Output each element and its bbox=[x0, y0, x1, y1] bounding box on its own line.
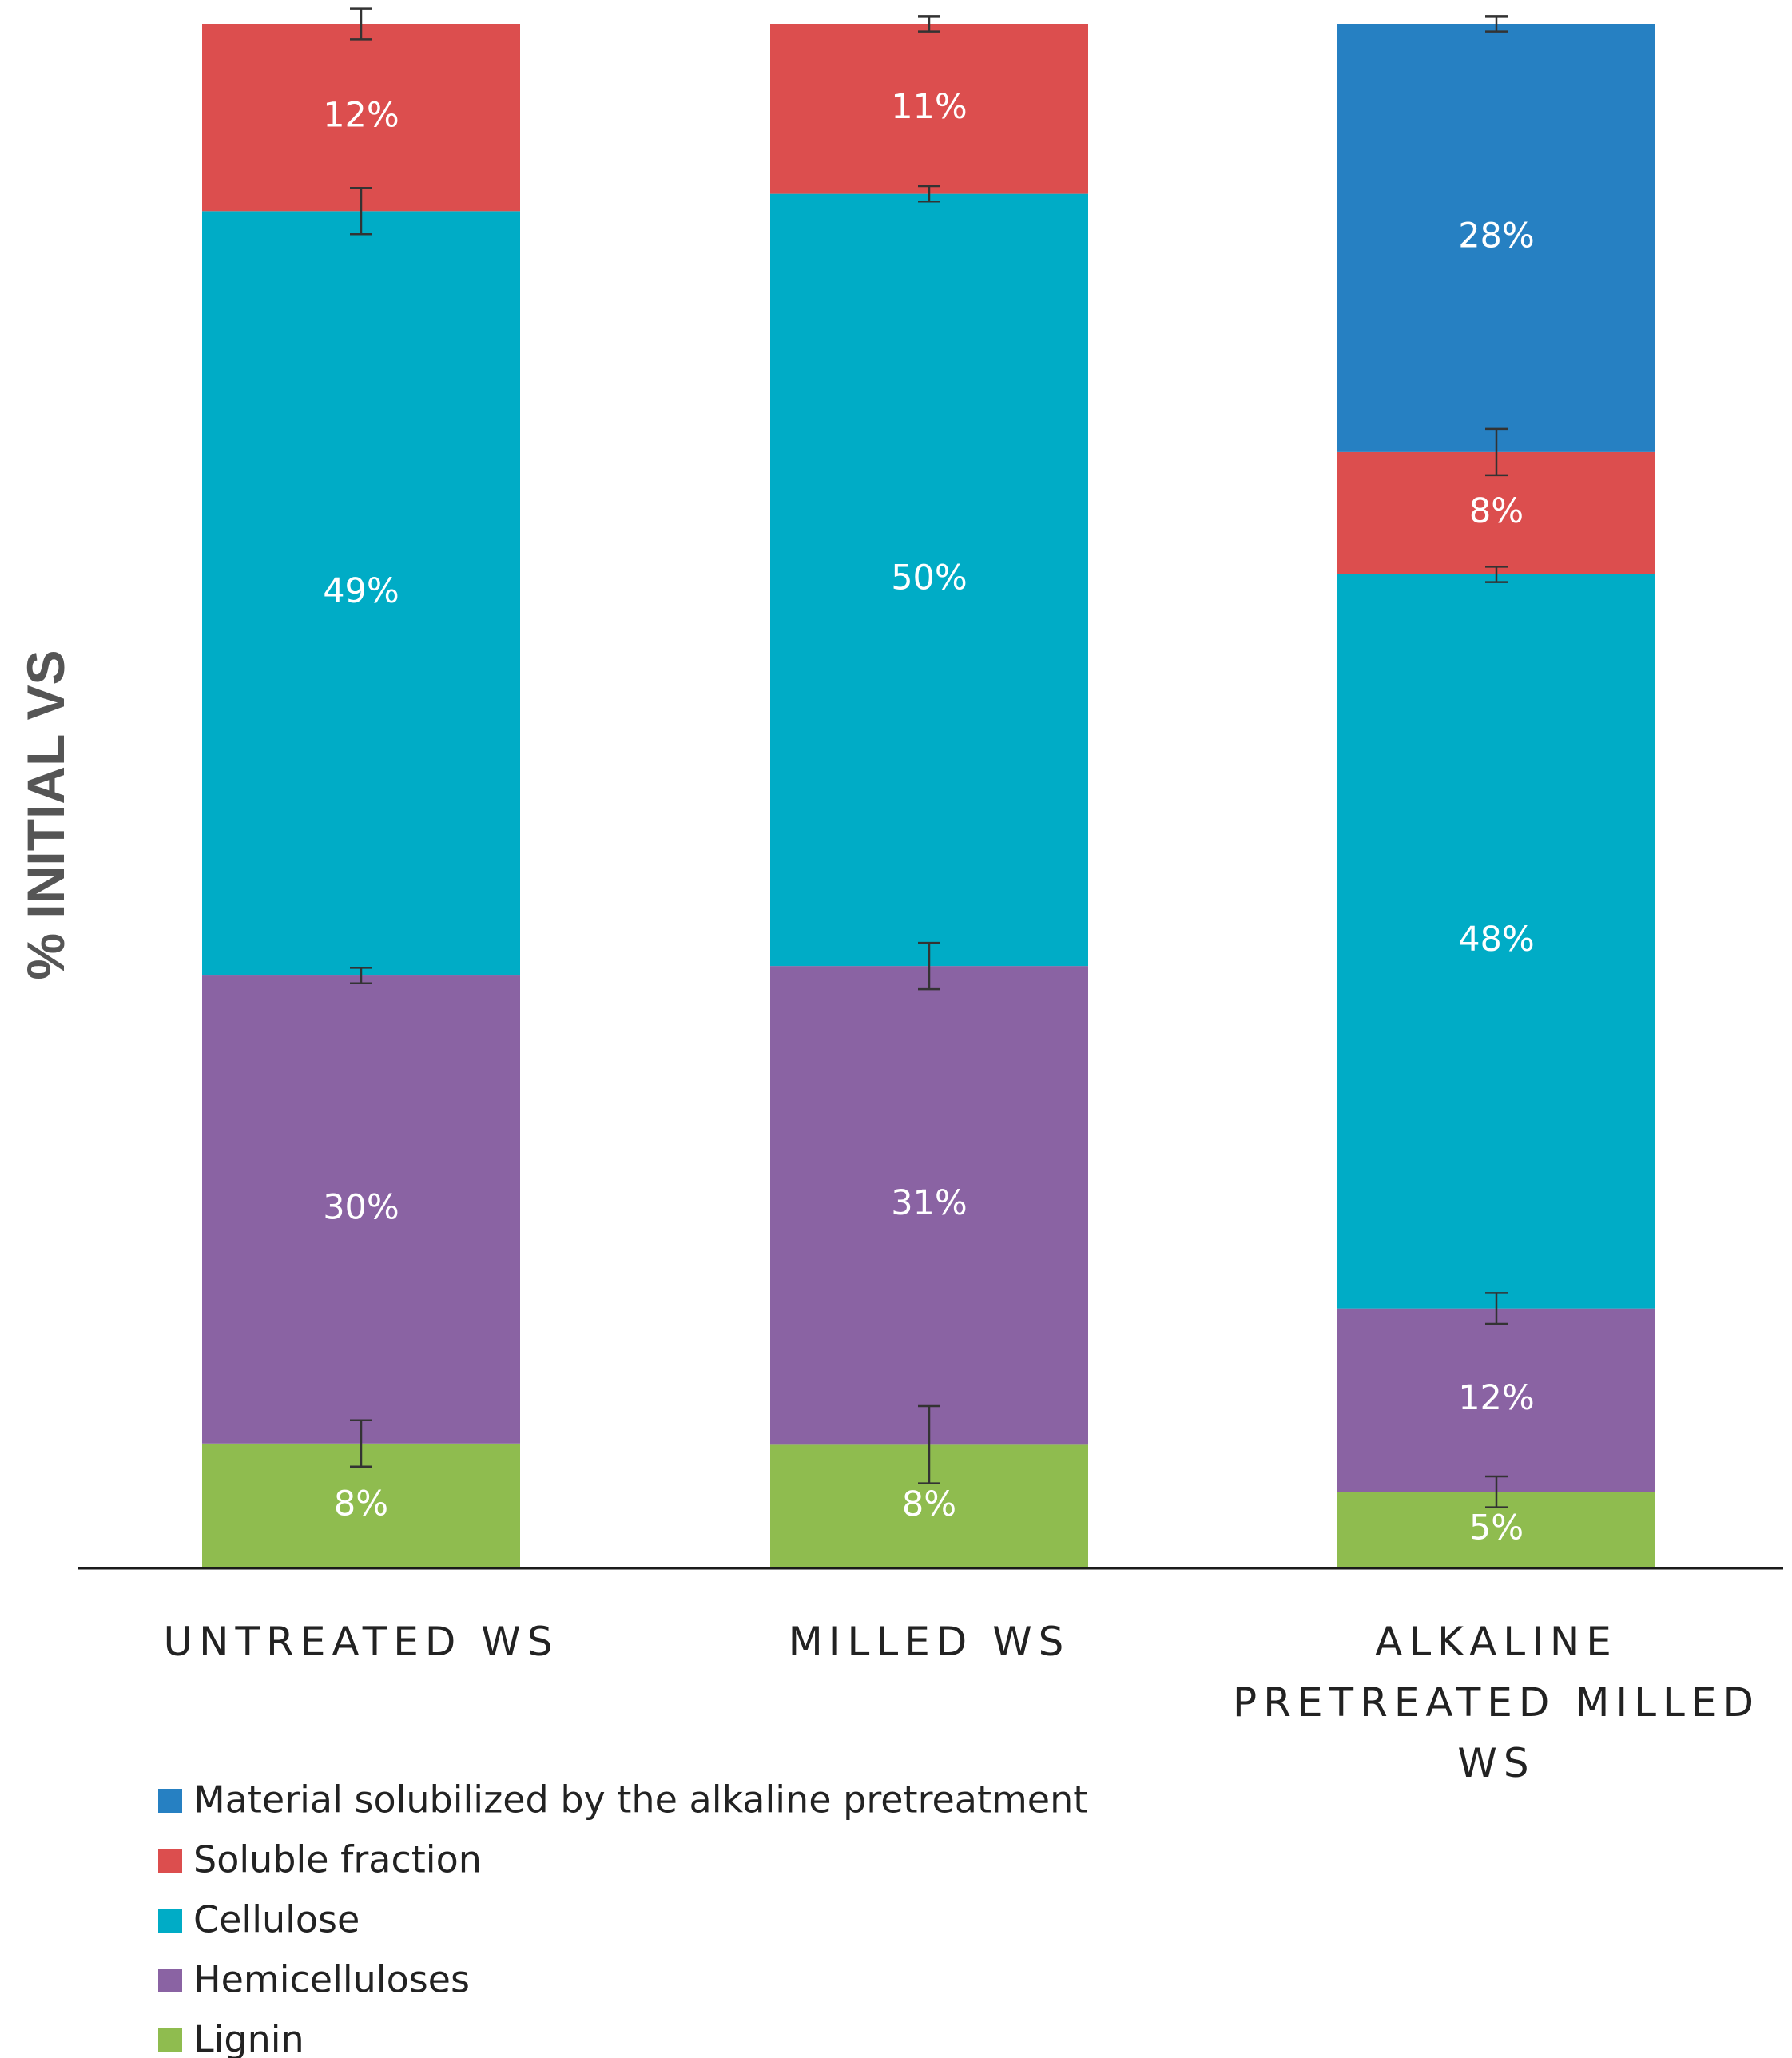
data-label-hemicelluloses-milled-ws: 31% bbox=[891, 1183, 968, 1223]
data-label-material-solubilized-by-the-alkaline-pretreatment-alkaline-pretreated-milled-ws: 28% bbox=[1458, 216, 1535, 256]
segment-labels-group: 8% 30% 49% 12% 8% 31% 50% 11% 5% 12% 48% 8% 28% bbox=[323, 87, 1535, 1548]
error-bar-soluble-fraction-alkaline-pretreated-milled-ws bbox=[1485, 427, 1508, 477]
legend-item-hemicelluloses: Hemicelluloses bbox=[158, 1958, 470, 2001]
legend: Material solubilized by the alkaline pre… bbox=[158, 1778, 1087, 2058]
data-label-lignin-untreated-ws: 8% bbox=[334, 1484, 388, 1524]
legend-item-soluble-fraction: Soluble fraction bbox=[158, 1838, 482, 1881]
legend-label: Material solubilized by the alkaline pre… bbox=[193, 1778, 1087, 1822]
data-label-soluble-fraction-milled-ws: 11% bbox=[891, 87, 968, 127]
data-label-lignin-milled-ws: 8% bbox=[902, 1484, 956, 1524]
bar-cellulose-untreated-ws bbox=[202, 211, 520, 976]
bar-soluble-fraction-milled-ws bbox=[770, 24, 1088, 194]
legend-label: Hemicelluloses bbox=[193, 1958, 470, 2001]
legend-label: Cellulose bbox=[193, 1898, 360, 1941]
data-label-hemicelluloses-alkaline-pretreated-milled-ws: 12% bbox=[1458, 1378, 1535, 1418]
y-axis-label: % INITIAL VS bbox=[16, 650, 75, 979]
bar-soluble-fraction-untreated-ws bbox=[202, 24, 520, 212]
data-label-soluble-fraction-untreated-ws: 12% bbox=[323, 96, 399, 136]
data-label-cellulose-milled-ws: 50% bbox=[891, 558, 968, 598]
error-bar-cellulose-untreated-ws bbox=[350, 187, 372, 236]
legend-item-material-solubilized-by-the-alkaline-pretreatment: Material solubilized by the alkaline pre… bbox=[158, 1778, 1087, 1822]
data-label-soluble-fraction-alkaline-pretreated-milled-ws: 8% bbox=[1469, 491, 1524, 531]
x-tick-label-untreated-ws: UNTREATED WS bbox=[164, 1619, 559, 1665]
error-bar-hemicelluloses-milled-ws bbox=[918, 941, 940, 991]
bar-material-solubilized-by-the-alkaline-pretreatment-alkaline-pretreated-milled-ws bbox=[1337, 24, 1655, 452]
error-bar-material-solubilized-by-the-alkaline-pretreatment-alkaline-pretreated-milled-ws bbox=[1485, 15, 1508, 33]
legend-label: Soluble fraction bbox=[193, 1838, 482, 1881]
legend-swatch bbox=[158, 1849, 182, 1873]
error-bar-lignin-untreated-ws bbox=[350, 1419, 372, 1468]
error-bar-lignin-milled-ws bbox=[918, 1404, 940, 1484]
legend-swatch bbox=[158, 1969, 182, 1992]
error-bar-hemicelluloses-untreated-ws bbox=[350, 967, 372, 984]
error-bar-cellulose-milled-ws bbox=[918, 185, 940, 203]
error-bar-soluble-fraction-milled-ws bbox=[918, 15, 940, 33]
error-bar-hemicelluloses-alkaline-pretreated-milled-ws bbox=[1485, 1292, 1508, 1325]
x-tick-label-alkaline-pretreated-milled-ws: ALKALINE PRETREATED MILLED WS bbox=[1233, 1619, 1760, 1786]
bar-cellulose-milled-ws bbox=[770, 193, 1088, 967]
category-labels-group: UNTREATED WS MILLED WS ALKALINE PRETREATED … bbox=[164, 1619, 1760, 1786]
legend-swatch bbox=[158, 1909, 182, 1933]
bar-hemicelluloses-untreated-ws bbox=[202, 975, 520, 1444]
error-bars-group bbox=[350, 7, 1508, 1508]
data-label-hemicelluloses-untreated-ws: 30% bbox=[323, 1187, 399, 1227]
bar-hemicelluloses-alkaline-pretreated-milled-ws bbox=[1337, 1308, 1655, 1492]
error-bar-cellulose-alkaline-pretreated-milled-ws bbox=[1485, 566, 1508, 583]
legend-label: Lignin bbox=[193, 2018, 304, 2058]
bar-cellulose-alkaline-pretreated-milled-ws bbox=[1337, 574, 1655, 1309]
error-bar-lignin-alkaline-pretreated-milled-ws bbox=[1485, 1475, 1508, 1508]
legend-item-cellulose: Cellulose bbox=[158, 1898, 360, 1941]
error-bar-soluble-fraction-untreated-ws bbox=[350, 7, 372, 41]
bar-hemicelluloses-milled-ws bbox=[770, 966, 1088, 1445]
data-label-lignin-alkaline-pretreated-milled-ws: 5% bbox=[1469, 1508, 1524, 1548]
legend-item-lignin: Lignin bbox=[158, 2018, 304, 2058]
bars-group bbox=[202, 24, 1655, 1568]
data-label-cellulose-untreated-ws: 49% bbox=[323, 571, 399, 611]
legend-swatch bbox=[158, 2028, 182, 2052]
legend-swatch bbox=[158, 1789, 182, 1813]
x-tick-label-milled-ws: MILLED WS bbox=[789, 1619, 1071, 1665]
data-label-cellulose-alkaline-pretreated-milled-ws: 48% bbox=[1458, 920, 1535, 959]
